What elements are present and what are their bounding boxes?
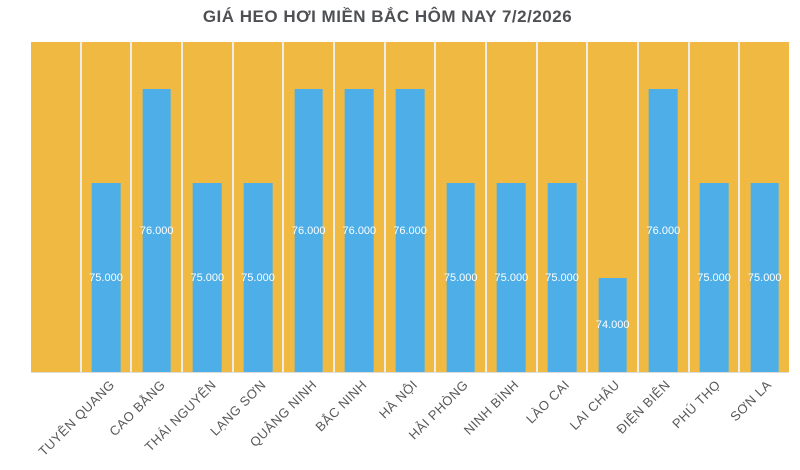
bar-value-label: 76.000 (139, 224, 174, 237)
bar-value-label: 75.000 (190, 271, 225, 284)
x-axis-label: BẮC NINH (312, 377, 371, 435)
bar-ninh-bình: 75.000 (494, 183, 529, 372)
bar-cao-bằng: 76.000 (139, 89, 174, 372)
category-column: 76.000 (639, 42, 690, 372)
bar-thái-nguyên: 75.000 (190, 183, 225, 372)
x-axis-label: ĐIỆN BIÊN (613, 377, 674, 437)
bar-lạng-sơn: 75.000 (241, 183, 275, 372)
category-column: 75.000 (234, 42, 285, 372)
bar-quảng-ninh: 76.000 (291, 89, 326, 372)
x-axis-label: LẠNG SƠN (207, 377, 270, 439)
bar-value-label: 75.000 (89, 271, 123, 284)
bar-value-label: 76.000 (393, 224, 427, 237)
x-axis-label: CAO BẰNG (105, 377, 168, 439)
bar-value-label: 75.000 (697, 271, 731, 284)
category-column: 76.000 (132, 42, 184, 372)
x-axis-label: SƠN LA (727, 377, 775, 425)
category-column: 75.000 (436, 42, 488, 372)
x-axis-label: HÀ NỘI (376, 377, 421, 422)
bar-điện-biên: 76.000 (646, 89, 681, 372)
bar-hà-nội: 76.000 (393, 89, 427, 372)
chart-title: GIÁ HEO HƠI MIỀN BẮC HÔM NAY 7/2/2026 (202, 7, 573, 26)
x-axis-label: QUẢNG NINH (246, 377, 320, 450)
x-axis-label: THÁI NGUYÊN (141, 377, 219, 455)
category-column: 75.000 (690, 42, 741, 372)
x-axis-label: LAI CHÂU (566, 377, 623, 433)
category-column: 75.000 (183, 42, 234, 372)
x-axis-label: HẢI PHÒNG (405, 377, 472, 443)
bar-tuyên-quang: 75.000 (89, 183, 123, 372)
bar-value-label: 75.000 (443, 271, 478, 284)
bar-bắc-ninh: 76.000 (342, 89, 377, 372)
bar-value-label: 75.000 (747, 271, 782, 284)
bar-lào-cai: 75.000 (545, 183, 579, 372)
x-axis-label: TUYÊN QUANG (35, 377, 118, 459)
bar-phú-thọ: 75.000 (697, 183, 731, 372)
bar-value-label: 75.000 (241, 271, 275, 284)
bar-sơn-la: 75.000 (747, 183, 782, 372)
category-column: 75.000 (740, 42, 789, 372)
bar-value-label: 76.000 (646, 224, 681, 237)
category-column: 75.000 (82, 42, 133, 372)
category-column: 75.000 (538, 42, 589, 372)
category-column: 76.000 (386, 42, 437, 372)
bar-value-label: 75.000 (494, 271, 529, 284)
bar-lai-châu: 74.000 (595, 277, 630, 372)
category-column: 76.000 (335, 42, 386, 372)
empty-category-column (31, 42, 82, 372)
x-axis-label: NINH BÌNH (460, 377, 522, 438)
bar-value-label: 75.000 (545, 271, 579, 284)
bar-value-label: 76.000 (342, 224, 377, 237)
category-column: 74.000 (588, 42, 640, 372)
category-column: 75.000 (487, 42, 538, 372)
category-column: 76.000 (284, 42, 336, 372)
x-axis-label: PHÚ THỌ (669, 377, 724, 432)
bar-value-label: 74.000 (595, 318, 630, 331)
plot-area: 75.000 76.000 75.000 75.000 76.000 76.000 76.0… (31, 42, 789, 373)
bar-hải-phòng: 75.000 (443, 183, 478, 372)
bar-value-label: 76.000 (291, 224, 326, 237)
x-axis-label: LÀO CAI (522, 377, 573, 427)
